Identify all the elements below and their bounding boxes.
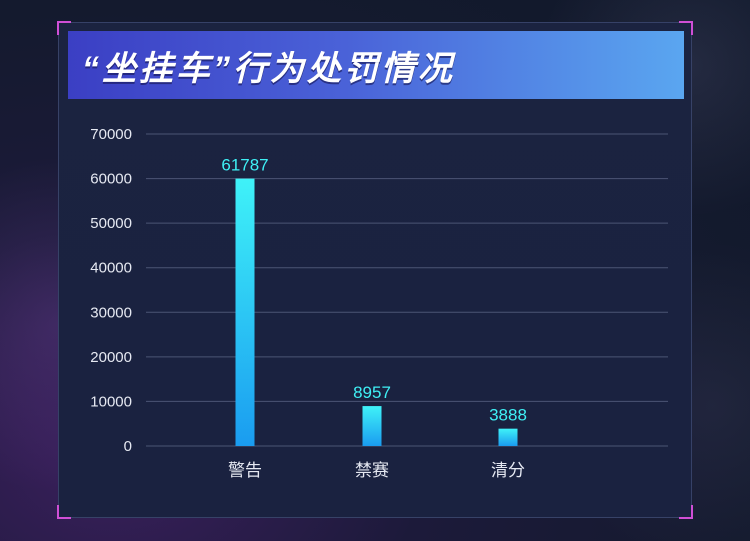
y-tick-label: 70000 [90, 126, 132, 143]
x-tick-label: 警告 [228, 461, 262, 481]
frame-corner [57, 505, 71, 519]
data-label: 8957 [353, 383, 391, 402]
x-tick-label: 清分 [491, 461, 525, 481]
bar [498, 428, 518, 446]
title-banner: “坐挂车”行为处罚情况 [68, 31, 684, 99]
chart-title: “坐挂车”行为处罚情况 [82, 49, 455, 88]
frame-corner [57, 21, 71, 35]
y-tick-label: 40000 [90, 260, 132, 277]
x-tick-label: 禁赛 [355, 460, 389, 481]
frame-corner [679, 505, 693, 519]
y-tick-label: 20000 [90, 349, 132, 366]
y-tick-label: 0 [124, 438, 132, 455]
y-tick-label: 60000 [90, 171, 132, 188]
data-label: 61787 [221, 156, 268, 175]
y-tick-label: 50000 [90, 215, 132, 232]
bar [362, 406, 382, 446]
bar [235, 178, 255, 446]
frame-corner [679, 21, 693, 35]
y-tick-label: 10000 [90, 393, 132, 410]
y-tick-label: 30000 [90, 304, 132, 321]
data-label: 3888 [489, 406, 527, 425]
